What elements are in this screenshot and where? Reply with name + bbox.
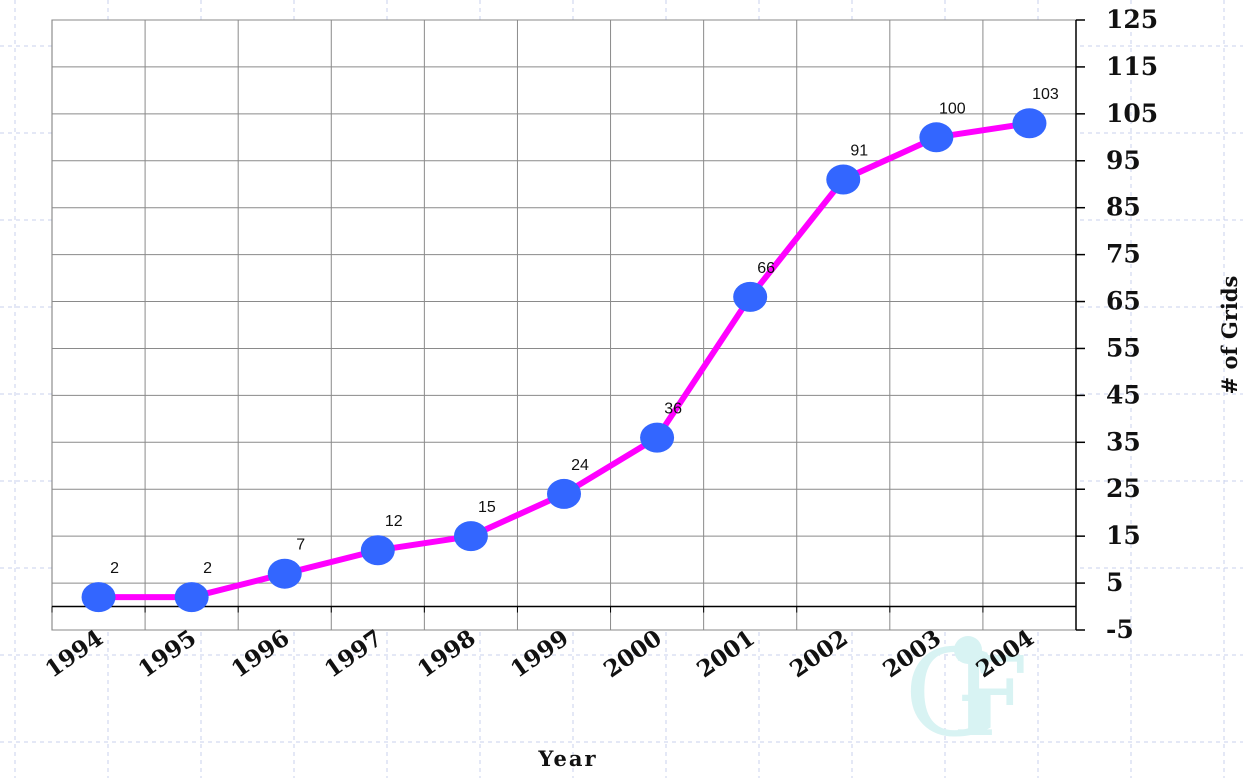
y-tick-label: 15 (1106, 521, 1141, 550)
x-tick-label: 1995 (133, 624, 201, 683)
data-labels: 2 2 7 12 15 24 36 66 91 100 103 (110, 86, 1059, 577)
y-tick-label: 65 (1106, 287, 1141, 316)
data-label: 103 (1032, 86, 1059, 103)
data-label: 100 (939, 100, 966, 117)
watermark-dot (954, 636, 982, 664)
y-tick-label: 105 (1106, 99, 1158, 128)
y-tick-label: -5 (1106, 615, 1134, 644)
axes (51, 19, 1085, 631)
data-label: 24 (571, 457, 589, 474)
y-tick-label: 115 (1106, 52, 1158, 81)
data-point-marker (267, 558, 302, 589)
y-tick-label: 95 (1106, 146, 1141, 175)
data-point-marker (640, 422, 675, 453)
data-point-marker (733, 281, 768, 312)
gf-logo-watermark: GF (904, 625, 1028, 764)
watermark-letter-f: F (952, 633, 1028, 761)
x-axis-title: Year (537, 746, 597, 771)
y-tick-label: 125 (1106, 5, 1158, 34)
data-point-marker (174, 582, 209, 613)
data-label: 2 (203, 560, 212, 577)
y-tick-label: 35 (1106, 427, 1141, 456)
data-label: 36 (664, 401, 682, 418)
x-tick-label: 1994 (40, 624, 108, 683)
y-axis-title: # of Grids (1217, 276, 1242, 395)
y-tick-label: 5 (1106, 568, 1123, 597)
data-point-marker (81, 582, 116, 613)
x-tick-label: 2001 (692, 624, 760, 683)
x-tick-label: 2000 (599, 624, 667, 683)
y-tick-labels: 125 115 105 95 85 75 65 55 45 35 25 15 5 -5 (1106, 5, 1158, 644)
data-label: 2 (110, 560, 119, 577)
x-tick-label: 1998 (413, 624, 481, 683)
y-tick-label: 25 (1106, 474, 1141, 503)
y-tick-label: 85 (1106, 193, 1141, 222)
plot-area (51, 19, 1077, 631)
x-tick-label: 1996 (226, 624, 294, 683)
data-point-marker (919, 122, 954, 153)
x-tick-label: 1999 (506, 624, 574, 683)
y-tick-label: 45 (1106, 380, 1141, 409)
y-tick-label: 75 (1106, 240, 1141, 269)
data-point-marker (360, 535, 395, 566)
data-label: 66 (757, 260, 775, 277)
data-label: 15 (478, 499, 496, 516)
series-markers (81, 108, 1047, 613)
y-tick-label: 55 (1106, 333, 1141, 362)
data-point-marker (453, 521, 488, 552)
data-label: 91 (850, 143, 868, 160)
watermark-letter-g: G (904, 625, 1000, 764)
x-tick-label: 2002 (785, 624, 853, 683)
data-point-marker (547, 478, 581, 509)
x-tick-labels: 1994 1995 1996 1997 1998 1999 2000 2001 2002 2003… (40, 624, 1039, 683)
data-point-marker (1012, 108, 1047, 139)
data-label: 12 (385, 513, 403, 530)
x-tick-label: 1997 (320, 624, 388, 683)
data-point-marker (826, 164, 861, 195)
plot-grid (51, 19, 1077, 631)
data-label: 7 (296, 537, 305, 554)
